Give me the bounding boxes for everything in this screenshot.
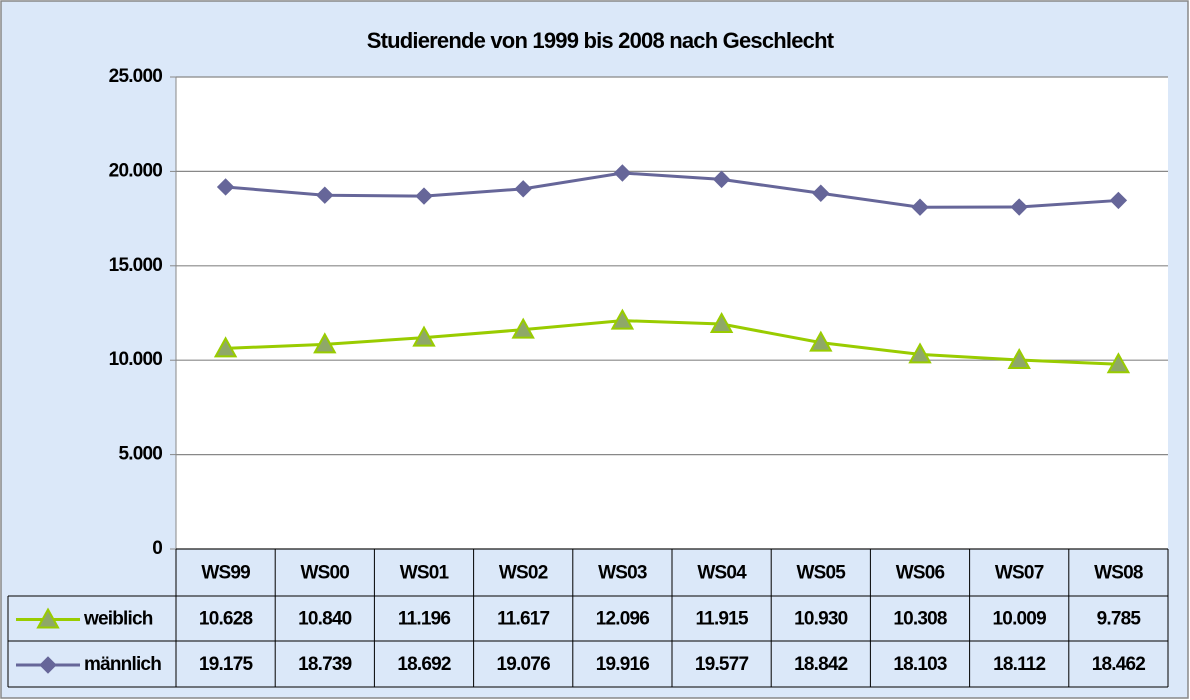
plot-area — [176, 77, 1168, 549]
x-tick-label: WS99 — [201, 563, 250, 584]
x-tick-label: WS07 — [995, 563, 1044, 584]
x-tick-label: WS04 — [697, 563, 747, 584]
x-tick-label: WS01 — [400, 563, 450, 584]
legend-marker — [39, 656, 57, 674]
chart-title: Studierende von 1999 bis 2008 nach Gesch… — [367, 28, 835, 53]
table-value: 10.840 — [298, 609, 352, 630]
data-point — [613, 164, 632, 182]
data-point — [412, 325, 436, 347]
x-tick-label: WS06 — [896, 563, 945, 584]
table-value: 19.577 — [695, 654, 749, 675]
x-tick-label: WS02 — [499, 563, 548, 584]
data-point — [511, 317, 535, 339]
data-point — [415, 187, 433, 205]
table-value: 18.112 — [993, 654, 1045, 675]
table-value: 10.930 — [794, 609, 848, 630]
y-tick-label: 5.000 — [118, 444, 162, 465]
data-point — [911, 198, 929, 216]
table-value: 18.842 — [794, 654, 848, 675]
x-tick-label: WS00 — [301, 563, 350, 584]
data-point — [316, 186, 334, 204]
x-tick-label: WS05 — [797, 563, 847, 584]
y-tick-label: 15.000 — [109, 255, 163, 276]
legend-label: männlich — [84, 654, 161, 675]
table-value: 11.196 — [398, 609, 450, 630]
y-tick-label: 20.000 — [109, 160, 163, 181]
x-tick-label: WS03 — [598, 563, 647, 584]
legend-marker — [36, 607, 60, 629]
series-line — [225, 319, 1119, 366]
x-tick-label: WS08 — [1094, 563, 1143, 584]
data-point — [1010, 198, 1028, 216]
data-point — [712, 170, 731, 189]
data-point — [809, 330, 833, 352]
table-value: 10.009 — [993, 609, 1047, 630]
data-point — [213, 336, 238, 358]
table-value: 11.617 — [497, 609, 549, 630]
data-point — [313, 332, 337, 354]
series-line — [225, 171, 1119, 209]
table-value: 18.462 — [1092, 654, 1146, 675]
table-value: 18.692 — [397, 654, 451, 675]
y-tick-label: 0 — [152, 538, 162, 559]
data-point — [1109, 191, 1128, 210]
table-value: 12.096 — [596, 609, 650, 630]
data-point — [514, 180, 532, 198]
table-value: 10.628 — [199, 609, 253, 630]
table-value: 18.739 — [298, 654, 352, 675]
data-point — [812, 184, 830, 202]
data-point — [709, 311, 734, 334]
data-point — [1106, 352, 1131, 374]
y-tick-label: 10.000 — [109, 349, 163, 370]
data-point — [1007, 347, 1031, 370]
legend-label: weiblich — [83, 609, 153, 630]
table-value: 19.175 — [199, 654, 254, 675]
y-tick-label: 25.000 — [109, 66, 163, 87]
table-value: 9.785 — [1097, 609, 1142, 630]
data-point — [610, 308, 635, 330]
data-point — [216, 178, 235, 196]
table-value: 10.308 — [893, 609, 947, 630]
table-value: 11.915 — [695, 609, 748, 630]
data-point — [908, 342, 932, 364]
table-value: 19.916 — [596, 654, 650, 675]
table-value: 18.103 — [893, 654, 947, 675]
table-value: 19.076 — [497, 654, 551, 675]
